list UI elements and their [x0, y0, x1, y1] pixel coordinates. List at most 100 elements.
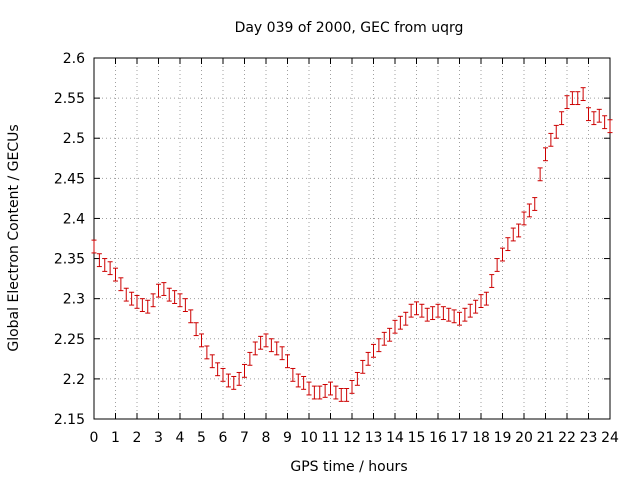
data-point [591, 111, 597, 126]
data-point [150, 293, 156, 308]
data-point [96, 253, 102, 268]
y-tick-label: 2.55 [54, 91, 85, 107]
data-point [322, 384, 328, 398]
data-point [182, 298, 188, 313]
data-point [435, 303, 441, 318]
y-tick-labels: 2.15 2.2 2.25 2.3 2.35 2.4 2.45 2.5 2.55 2.6 [54, 51, 85, 428]
x-tick-label: 13 [365, 430, 383, 446]
data-point [139, 298, 145, 313]
data-point [177, 293, 183, 308]
x-tick-label: 17 [451, 430, 469, 446]
data-point [285, 354, 290, 369]
data-point [263, 333, 269, 348]
x-tick-label: 14 [386, 430, 404, 446]
data-point [387, 327, 393, 342]
data-point [172, 290, 178, 304]
data-point [543, 147, 548, 162]
x-tick-label: 5 [197, 430, 206, 446]
data-point [220, 367, 226, 382]
x-tick-label: 20 [515, 430, 533, 446]
data-point [500, 247, 505, 262]
data-point [397, 315, 403, 330]
data-point [188, 309, 194, 324]
data-point [91, 239, 97, 254]
data-point [408, 303, 414, 318]
x-tick-label: 22 [558, 430, 576, 446]
x-tick-label: 10 [300, 430, 318, 446]
x-tick-label: 3 [154, 430, 163, 446]
data-point [258, 335, 264, 350]
data-point [333, 385, 339, 400]
data-point [537, 167, 543, 182]
data-point [209, 354, 215, 369]
x-tick-label: 4 [176, 430, 185, 446]
data-point [290, 367, 296, 382]
data-point [403, 311, 409, 326]
data-point [494, 258, 500, 272]
data-point [107, 261, 113, 276]
data-point [354, 371, 360, 386]
data-point [134, 294, 140, 309]
x-tick-label: 7 [240, 430, 249, 446]
data-point [365, 351, 371, 366]
x-tick-label: 18 [472, 430, 490, 446]
data-point [564, 95, 570, 110]
data-point [596, 108, 602, 123]
data-point [424, 307, 430, 322]
y-tick-label: 2.2 [63, 372, 85, 388]
data-point [129, 291, 135, 306]
data-point [215, 362, 221, 377]
x-tick-label: 6 [219, 430, 228, 446]
y-tick-label: 2.3 [63, 292, 85, 308]
data-point [505, 237, 511, 252]
y-tick-label: 2.35 [54, 252, 85, 268]
data-point [521, 211, 527, 226]
data-point [430, 306, 436, 321]
data-point [419, 303, 425, 318]
x-tick-label: 1 [111, 430, 120, 446]
x-tick-label: 11 [322, 430, 340, 446]
data-point [473, 299, 479, 314]
data-point [252, 341, 258, 356]
data-point [414, 301, 419, 316]
data-point [145, 299, 151, 314]
data-point [231, 375, 237, 390]
data-point [360, 359, 366, 374]
data-point [446, 307, 452, 322]
data-point [548, 132, 554, 147]
data-point [575, 91, 581, 106]
data-point [462, 307, 468, 322]
data-point [156, 283, 161, 298]
chart-title: Day 039 of 2000, GEC from uqrg [235, 20, 464, 36]
data-point [559, 111, 565, 126]
y-tick-label: 2.6 [63, 51, 85, 67]
data-point [279, 346, 285, 361]
y-tick-label: 2.4 [63, 211, 85, 227]
data-point [457, 311, 462, 326]
x-tick-label: 2 [133, 430, 142, 446]
data-point [440, 306, 446, 321]
data-point [586, 107, 591, 122]
data-point [295, 373, 301, 388]
data-point [118, 277, 124, 292]
data-point [580, 87, 586, 102]
data-point [236, 371, 242, 386]
data-point [451, 309, 457, 324]
x-tick-label: 8 [262, 430, 271, 446]
data-point [392, 319, 398, 334]
data-point [166, 287, 172, 302]
data-point [102, 258, 108, 272]
data-point [376, 338, 382, 353]
data-point [371, 343, 376, 358]
x-tick-label: 23 [580, 430, 598, 446]
x-tick-label: 0 [90, 430, 99, 446]
x-tick-label: 24 [601, 430, 619, 446]
y-tick-label: 2.5 [63, 131, 85, 147]
data-point [349, 379, 355, 394]
x-tick-label: 9 [283, 430, 292, 446]
data-point [607, 119, 613, 134]
x-tick-label: 19 [494, 430, 512, 446]
data-point [532, 197, 538, 211]
data-point [113, 267, 118, 282]
